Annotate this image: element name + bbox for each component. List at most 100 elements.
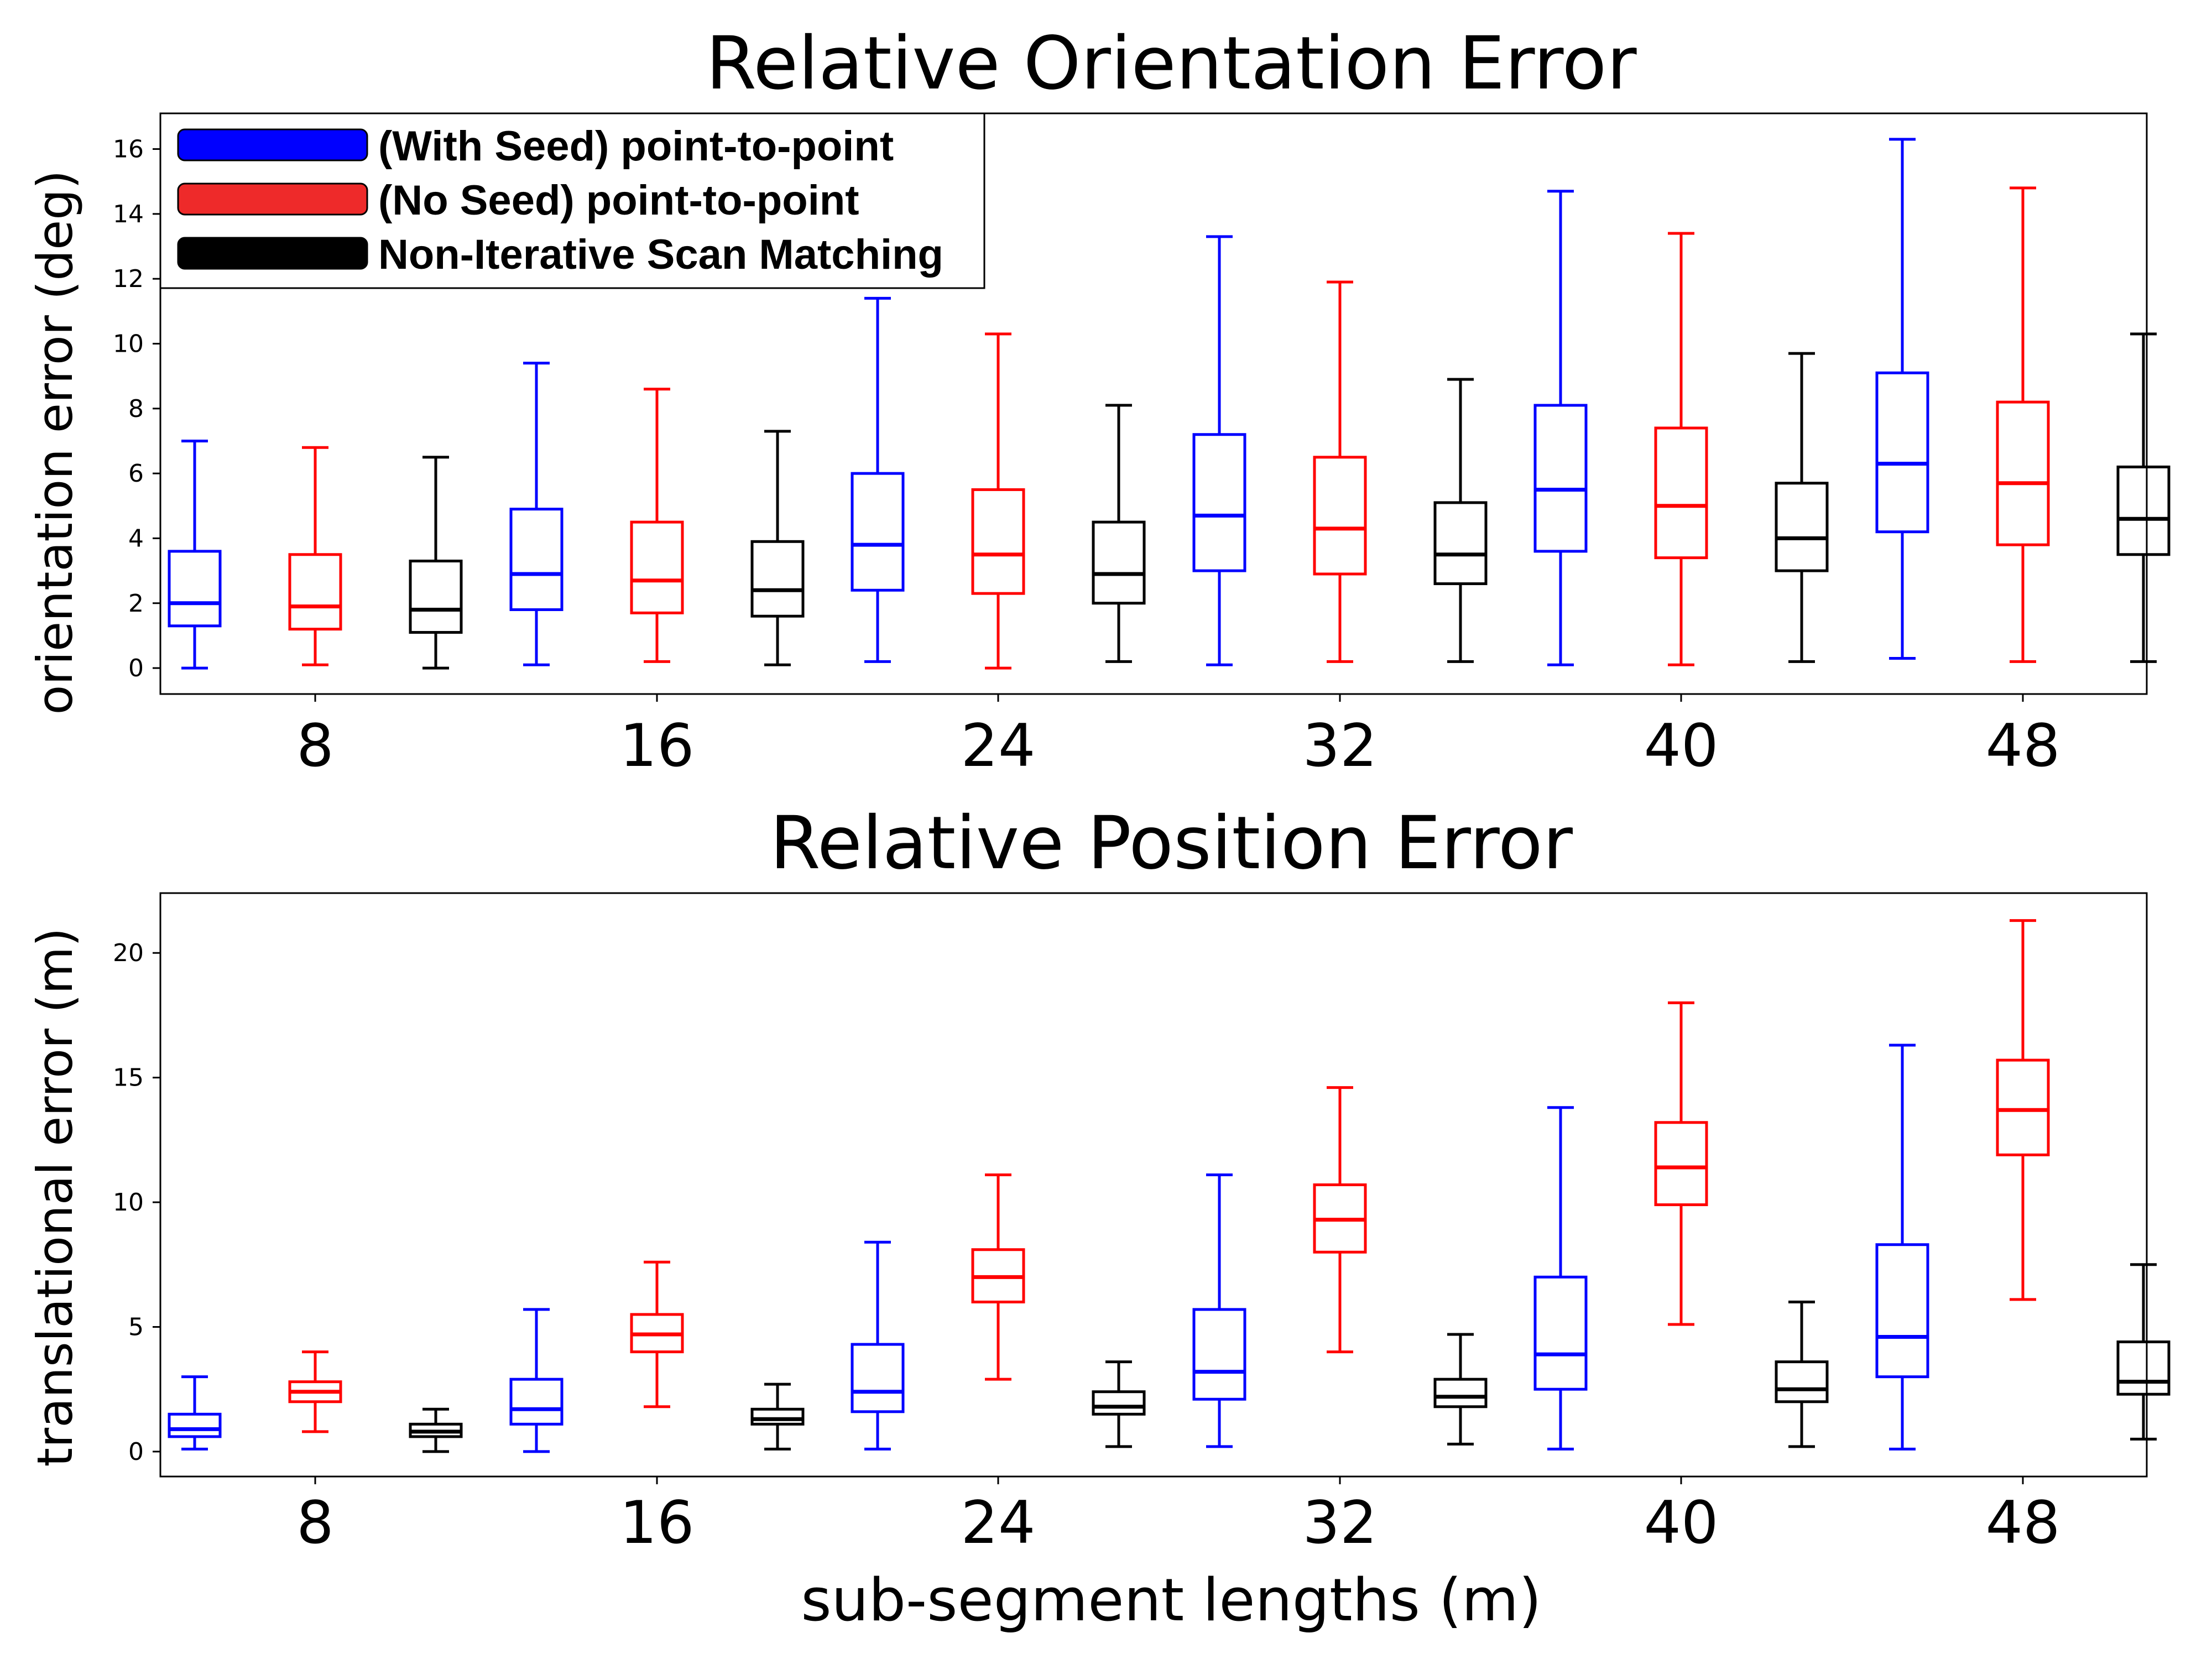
iqr-box xyxy=(1092,1390,1146,1416)
position-box-no-seed-point-to-point xyxy=(971,1173,1025,1381)
orientation-x-tick-label: 16 xyxy=(620,712,695,780)
iqr-box xyxy=(750,540,805,618)
position-x-tick-label: 32 xyxy=(1303,1489,1378,1557)
orientation-box-with-seed-point-to-point xyxy=(1533,190,1588,666)
orientation-box-with-seed-point-to-point xyxy=(851,296,905,663)
orientation-error-panel: Relative Orientation Error orientation e… xyxy=(27,21,2171,780)
position-x-tick-label: 24 xyxy=(961,1489,1036,1557)
position-chart-title: Relative Position Error xyxy=(770,801,1573,886)
iqr-box xyxy=(1192,1308,1246,1401)
position-plot-area: 0 5 10 15 20 8 16 24 32 40 48 xyxy=(113,892,2171,1557)
orientation-box-non-iterative-scan-matching xyxy=(1775,352,1829,663)
orientation-x-tick-label: 48 xyxy=(1986,712,2060,780)
iqr-box xyxy=(168,550,222,628)
iqr-box xyxy=(1775,1360,1829,1404)
position-error-panel: Relative Position Error translational er… xyxy=(27,801,2171,1634)
iqr-box xyxy=(1192,433,1246,572)
orientation-box-no-seed-point-to-point xyxy=(1654,232,1708,666)
iqr-box xyxy=(2116,1340,2171,1396)
orientation-y-tick-label: 0 xyxy=(128,654,144,682)
orientation-x-tick-label: 32 xyxy=(1303,712,1378,780)
orientation-y-tick-label: 6 xyxy=(128,460,144,488)
iqr-box xyxy=(851,472,905,592)
legend-swatch-non-iterative xyxy=(177,237,368,270)
position-box-non-iterative-scan-matching xyxy=(409,1407,463,1453)
legend-label-no-seed: (No Seed) point-to-point xyxy=(378,177,859,224)
orientation-box-with-seed-point-to-point xyxy=(168,439,222,670)
position-box-no-seed-point-to-point xyxy=(288,1350,342,1433)
position-y-tick-label: 5 xyxy=(128,1313,144,1341)
iqr-box xyxy=(1533,404,1588,553)
iqr-box xyxy=(630,520,684,614)
orientation-box-non-iterative-scan-matching xyxy=(2116,332,2171,663)
orientation-x-tick-label: 24 xyxy=(961,712,1036,780)
orientation-y-tick-label: 12 xyxy=(113,265,144,293)
orientation-y-axis-label: orientation error (deg) xyxy=(27,170,84,715)
orientation-box-with-seed-point-to-point xyxy=(509,362,564,666)
iqr-box xyxy=(509,508,564,611)
position-box-non-iterative-scan-matching xyxy=(750,1383,805,1451)
legend-label-with-seed: (With Seed) point-to-point xyxy=(378,123,894,170)
iqr-box xyxy=(750,1407,805,1426)
position-box-no-seed-point-to-point xyxy=(630,1260,684,1408)
orientation-box-non-iterative-scan-matching xyxy=(750,430,805,666)
orientation-box-non-iterative-scan-matching xyxy=(409,456,463,670)
orientation-chart-title: Relative Orientation Error xyxy=(706,21,1637,106)
position-box-with-seed-point-to-point xyxy=(168,1375,222,1451)
iqr-box xyxy=(971,488,1025,595)
position-box-no-seed-point-to-point xyxy=(1654,1001,1708,1326)
iqr-box xyxy=(851,1343,905,1413)
position-box-non-iterative-scan-matching xyxy=(2116,1263,2171,1441)
orientation-y-tick-label: 10 xyxy=(113,330,144,358)
position-box-non-iterative-scan-matching xyxy=(1092,1360,1146,1448)
orientation-y-tick-label: 8 xyxy=(128,395,144,423)
position-box-no-seed-point-to-point xyxy=(1996,919,2050,1301)
position-x-tick-label: 16 xyxy=(620,1489,695,1557)
position-box-non-iterative-scan-matching xyxy=(1433,1333,1488,1446)
position-box-non-iterative-scan-matching xyxy=(1775,1300,1829,1448)
orientation-box-no-seed-point-to-point xyxy=(630,388,684,663)
iqr-box xyxy=(1654,1121,1708,1207)
orientation-box-no-seed-point-to-point xyxy=(1996,186,2050,663)
position-box-with-seed-point-to-point xyxy=(509,1308,564,1453)
orientation-y-tick-label: 14 xyxy=(113,200,144,228)
orientation-x-tick-label: 40 xyxy=(1644,712,1719,780)
orientation-y-tick-label: 4 xyxy=(128,524,144,552)
iqr-box xyxy=(409,559,463,634)
iqr-box xyxy=(168,1412,222,1438)
iqr-box xyxy=(1875,371,1929,534)
orientation-y-tick-label: 2 xyxy=(128,589,144,618)
iqr-box xyxy=(2116,465,2171,556)
position-x-tick-label: 48 xyxy=(1986,1489,2060,1557)
position-x-tick-label: 8 xyxy=(296,1489,333,1557)
orientation-y-tick-label: 16 xyxy=(113,135,144,164)
orientation-box-with-seed-point-to-point xyxy=(1875,138,1929,660)
iqr-box xyxy=(1996,1058,2050,1156)
iqr-box xyxy=(1433,501,1488,586)
iqr-box xyxy=(1775,482,1829,572)
orientation-box-no-seed-point-to-point xyxy=(288,446,342,666)
orientation-axes-frame xyxy=(159,112,2148,695)
orientation-box-non-iterative-scan-matching xyxy=(1433,378,1488,663)
orientation-box-no-seed-point-to-point xyxy=(1313,280,1367,663)
position-box-with-seed-point-to-point xyxy=(1533,1106,1588,1451)
iqr-box xyxy=(1092,520,1146,605)
position-box-with-seed-point-to-point xyxy=(1875,1044,1929,1451)
legend-label-non-iterative: Non-Iterative Scan Matching xyxy=(378,231,943,278)
legend: (With Seed) point-to-point (No Seed) poi… xyxy=(159,112,985,289)
orientation-box-no-seed-point-to-point xyxy=(971,332,1025,670)
x-axis-label: sub-segment lengths (m) xyxy=(801,1566,1541,1634)
iqr-box xyxy=(1433,1378,1488,1408)
position-box-with-seed-point-to-point xyxy=(1192,1173,1246,1448)
iqr-box xyxy=(1654,426,1708,560)
position-y-axis-label: translational error (m) xyxy=(27,928,84,1467)
orientation-box-non-iterative-scan-matching xyxy=(1092,404,1146,663)
position-y-tick-label: 20 xyxy=(113,939,144,967)
iqr-box xyxy=(1996,400,2050,546)
position-box-no-seed-point-to-point xyxy=(1313,1086,1367,1354)
position-y-tick-label: 15 xyxy=(113,1064,144,1092)
position-box-with-seed-point-to-point xyxy=(851,1240,905,1451)
position-y-tick-label: 0 xyxy=(128,1438,144,1466)
